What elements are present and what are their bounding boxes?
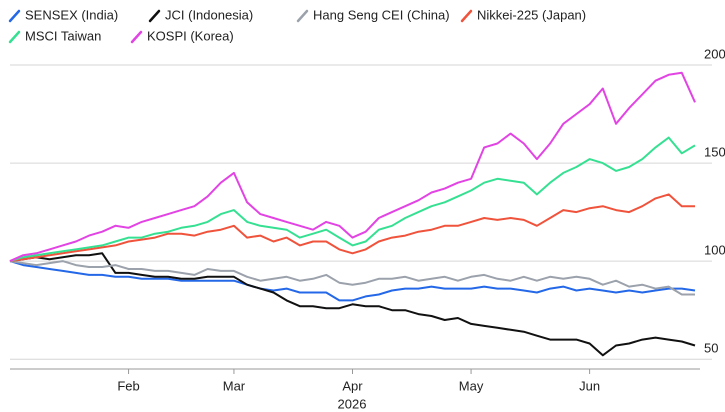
x-tick-label: Feb — [117, 378, 139, 393]
x-tick-label: Jun — [579, 378, 600, 393]
legend-swatch — [8, 30, 21, 44]
series-line — [9, 193, 695, 263]
y-tick-label: 50 — [704, 341, 718, 356]
legend-label: MSCI Taiwan — [25, 28, 101, 43]
legend-label: SENSEX (India) — [25, 7, 118, 22]
y-tick-label: 150 — [704, 145, 725, 160]
legend-swatch — [148, 9, 161, 23]
y-tick-label: 100 — [704, 243, 725, 258]
x-tick-label: Apr — [342, 378, 363, 393]
legend-label: KOSPI (Korea) — [147, 28, 234, 43]
x-axis-label: 2026 — [338, 396, 367, 411]
y-tick-label: 200 — [704, 46, 725, 61]
series-line — [9, 71, 696, 263]
legend-label: Nikkei-225 (Japan) — [477, 7, 586, 22]
legend-label: Hang Seng CEI (China) — [313, 7, 450, 22]
series-line — [9, 252, 696, 357]
x-tick-label: Mar — [223, 378, 246, 393]
series-line — [9, 260, 696, 302]
series-line — [9, 260, 695, 296]
legend-label: JCI (Indonesia) — [165, 7, 253, 22]
legend-swatch — [296, 9, 309, 23]
legend-swatch — [8, 9, 21, 23]
legend-swatch — [130, 30, 143, 44]
series-line — [9, 136, 696, 263]
legend-swatch — [460, 9, 473, 23]
x-tick-label: May — [459, 378, 484, 393]
